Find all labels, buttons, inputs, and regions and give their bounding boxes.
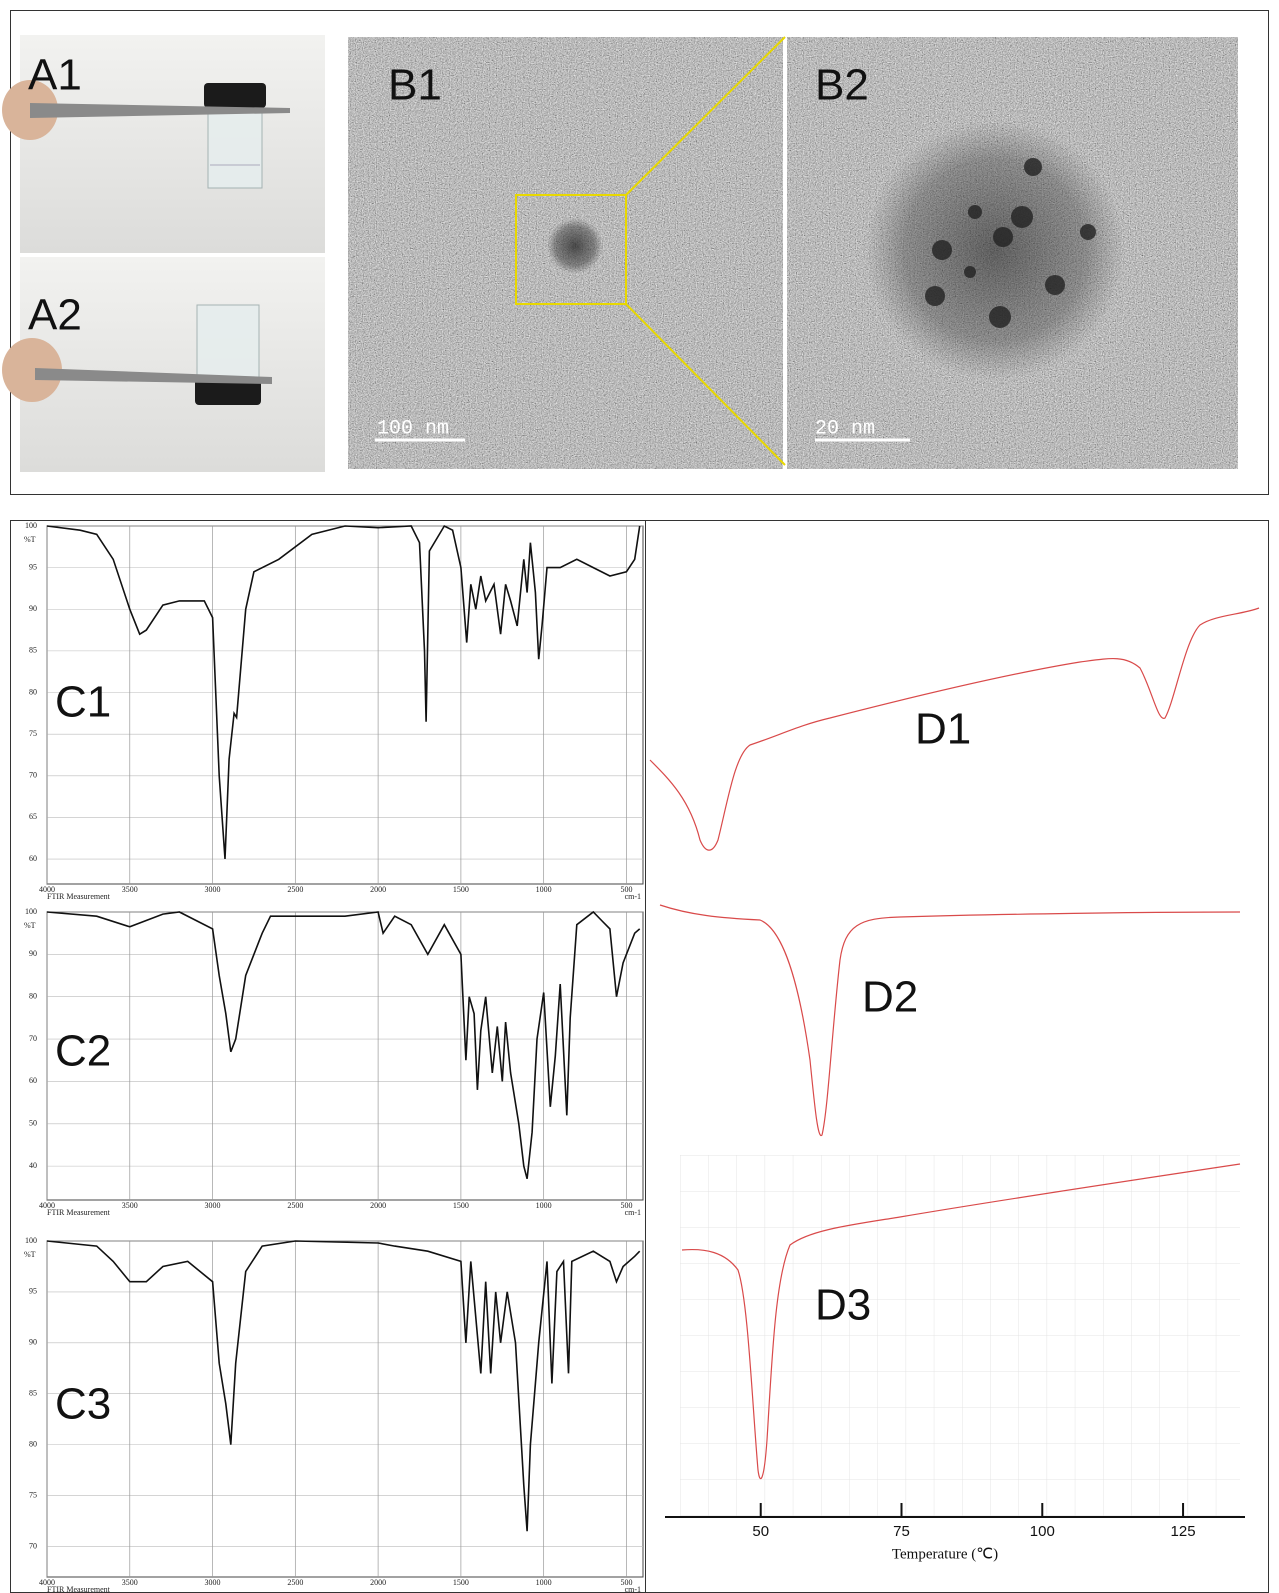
y-tick-label: 100 [25,1236,37,1245]
y-tick-label: 95 [29,1287,37,1296]
y-unit-label: %T [24,1250,36,1259]
x-tick-label: 3500 [122,1578,138,1587]
panel-label: A1 [28,51,82,100]
y-tick-label: 70 [29,771,37,780]
y-tick-label: 100 [25,521,37,530]
x-unit: cm-1 [625,892,641,901]
scale-bar-label: 100 nm [377,417,449,440]
spectrum [47,1241,640,1531]
x-tick-label: 2000 [370,885,386,894]
x-tick-label: 3500 [122,885,138,894]
y-tick-label: 90 [29,1338,37,1347]
y-tick-label: 75 [29,729,37,738]
photo-a2 [2,257,325,472]
x-tick-label: 2500 [287,1201,303,1210]
panel-label: D3 [815,1281,871,1330]
panel-label: A2 [28,291,82,340]
x-tick-label: 75 [893,1523,910,1540]
y-tick-label: 90 [29,949,37,958]
panel-label: D1 [915,705,971,754]
x-caption: FTIR Measurement [47,1585,111,1593]
y-tick-label: 80 [29,1439,37,1448]
panel-label: B2 [815,61,869,110]
figure: A1 A2 B1 100 nm B2 20 nm [0,0,1279,1593]
y-tick-label: 85 [29,646,37,655]
panel-label: C1 [55,678,111,727]
x-tick-label: 3500 [122,1201,138,1210]
panel-label: C2 [55,1027,111,1076]
y-tick-label: 40 [29,1161,37,1170]
x-tick-label: 1000 [536,885,552,894]
x-tick-label: 2000 [370,1201,386,1210]
x-tick-label: 1500 [453,1578,469,1587]
x-unit: cm-1 [625,1208,641,1217]
y-unit-label: %T [24,921,36,930]
panel-label: B1 [388,61,442,110]
y-tick-label: 60 [29,1076,37,1085]
scale-bar-label: 20 nm [815,417,875,440]
x-tick-label: 2500 [287,885,303,894]
x-tick-label: 1500 [453,885,469,894]
y-tick-label: 85 [29,1389,37,1398]
x-tick-label: 2500 [287,1578,303,1587]
y-tick-label: 95 [29,562,37,571]
panel-label: D2 [862,973,918,1022]
y-tick-label: 80 [29,687,37,696]
x-tick-label: 3000 [205,885,221,894]
y-tick-label: 75 [29,1490,37,1499]
x-unit: cm-1 [625,1585,641,1593]
x-tick-label: 1000 [536,1201,552,1210]
y-tick-label: 90 [29,604,37,613]
y-tick-label: 70 [29,1034,37,1043]
x-tick-label: 1000 [536,1578,552,1587]
x-tick-label: 100 [1030,1523,1055,1540]
x-tick-label: 3000 [205,1201,221,1210]
x-tick-label: 3000 [205,1578,221,1587]
x-tick-label: 1500 [453,1201,469,1210]
x-tick-label: 50 [752,1523,769,1540]
x-axis-title: Temperature (℃) [892,1546,998,1562]
y-tick-label: 80 [29,992,37,1001]
x-tick-label: 2000 [370,1578,386,1587]
spectrum [47,912,640,1179]
y-tick-label: 60 [29,854,37,863]
y-tick-label: 50 [29,1119,37,1128]
y-tick-label: 100 [25,907,37,916]
panel-label: C3 [55,1380,111,1429]
plot-area [47,1241,643,1577]
x-caption: FTIR Measurement [47,892,111,901]
dsc-grid [680,1155,1240,1517]
plot-area [47,526,643,884]
y-tick-label: 65 [29,812,37,821]
x-tick-label: 125 [1171,1523,1196,1540]
x-caption: FTIR Measurement [47,1208,111,1217]
plot-area [47,912,643,1200]
y-tick-label: 70 [29,1541,37,1550]
y-unit-label: %T [24,535,36,544]
